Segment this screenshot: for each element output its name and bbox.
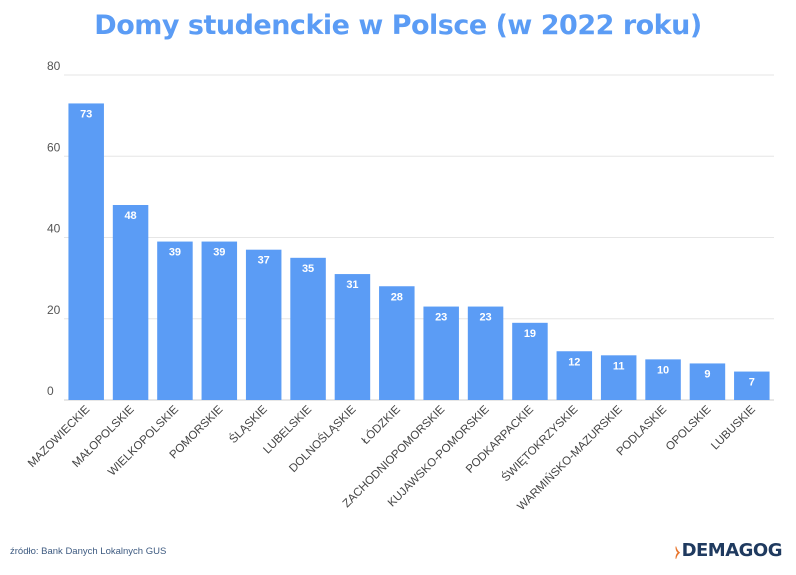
bars: 73 48 39 39 37 35 31 28 23 23 19 12 11 10 9 7 [68,103,770,400]
bar [600,355,637,400]
bar [467,306,504,400]
chart-title: Domy studenckie w Polsce (w 2022 roku) [94,10,702,41]
bar-value-label: 73 [80,108,92,120]
y-tick-label: 80 [47,59,61,73]
bar-value-label: 9 [704,368,710,380]
bar-value-label: 12 [568,356,580,368]
y-tick-label: 40 [47,222,61,236]
bar [689,363,726,400]
bar [157,241,193,400]
y-axis-ticks: 0 20 40 60 80 [47,59,61,398]
bar [645,359,681,400]
bar-value-label: 48 [124,210,136,222]
y-tick-label: 0 [47,384,54,398]
bar [379,286,415,400]
bar-value-label: 31 [346,279,358,291]
x-category-label: LUBUSKIE [709,403,758,452]
bar [290,257,326,400]
bar [201,241,238,400]
bar-value-label: 23 [479,312,491,324]
bar [556,351,593,400]
bar [423,306,459,400]
bar [68,103,104,400]
bar-value-label: 37 [258,255,270,267]
bar [334,274,371,400]
x-category-label: ŁÓDZKIE [359,403,403,447]
x-axis-categories: MAZOWIECKIEMAŁOPOLSKIEWIELKOPOLSKIEPOMOR… [26,403,758,513]
bar-value-label: 19 [524,328,536,340]
bar-value-label: 10 [657,364,669,376]
bar-value-label: 39 [213,247,225,259]
brand-logo: ⧽ DEMAGOG [675,540,782,561]
x-category-label: OPOLSKIE [664,403,714,453]
bar [112,205,149,400]
bar-value-label: 23 [435,312,447,324]
y-tick-label: 60 [47,140,61,154]
bar [512,322,548,400]
brand-name: DEMAGOG [681,540,783,561]
bar [734,371,770,400]
x-category-label: ŚLĄSKIE [227,403,270,446]
x-category-label: ŚWIĘTOKRZYSKIE [499,403,581,485]
bar-value-label: 28 [391,291,403,303]
bar-value-label: 39 [169,247,181,259]
bar-value-label: 7 [749,377,755,389]
bar-value-label: 35 [302,263,314,275]
y-tick-label: 20 [47,303,61,317]
bar [245,249,282,400]
bar-value-label: 11 [613,360,625,372]
source-note: źródło: Bank Danych Lokalnych GUS [10,546,167,557]
signal-waves-icon: ⧽ [675,544,680,560]
